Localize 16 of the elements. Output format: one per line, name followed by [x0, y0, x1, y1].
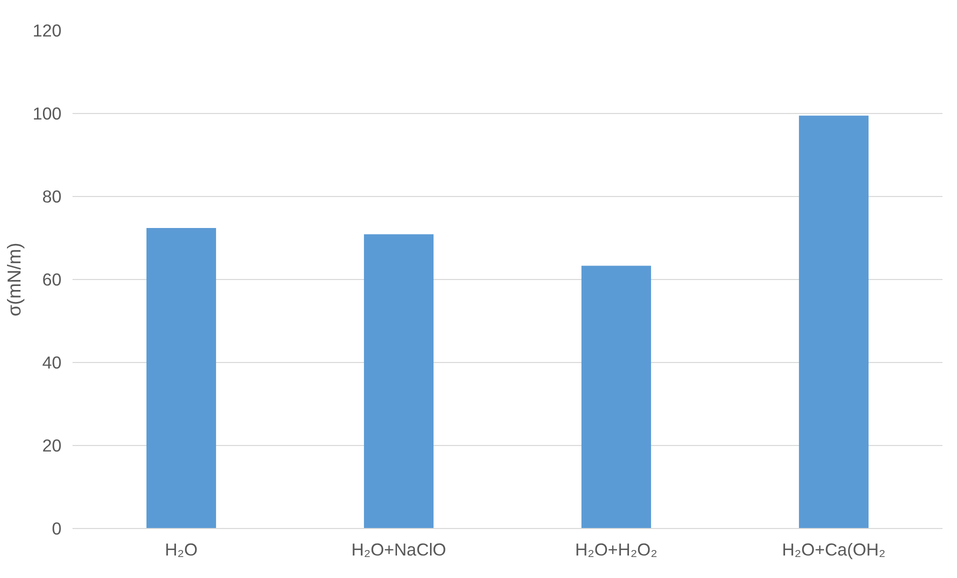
y-tick-label: 60	[42, 270, 62, 290]
y-tick-label: 100	[32, 104, 62, 124]
bar	[581, 266, 652, 528]
y-tick-label: 40	[42, 352, 62, 372]
y-tick-label: 0	[52, 518, 62, 538]
x-tick-label: H₂O	[164, 540, 198, 560]
bar	[364, 234, 434, 528]
y-tick-label: 120	[32, 20, 62, 40]
y-tick-label: 20	[42, 436, 62, 456]
x-tick-label: H₂O+NaClO	[351, 540, 446, 560]
bar	[798, 116, 869, 528]
y-tick-label: 80	[42, 186, 62, 206]
x-tick-label: H₂O+Ca(OH₂	[782, 540, 886, 560]
bar	[146, 228, 216, 528]
y-axis-title: σ(mN/m)	[4, 242, 25, 316]
x-tick-label: H₂O+H₂O₂	[575, 540, 658, 560]
